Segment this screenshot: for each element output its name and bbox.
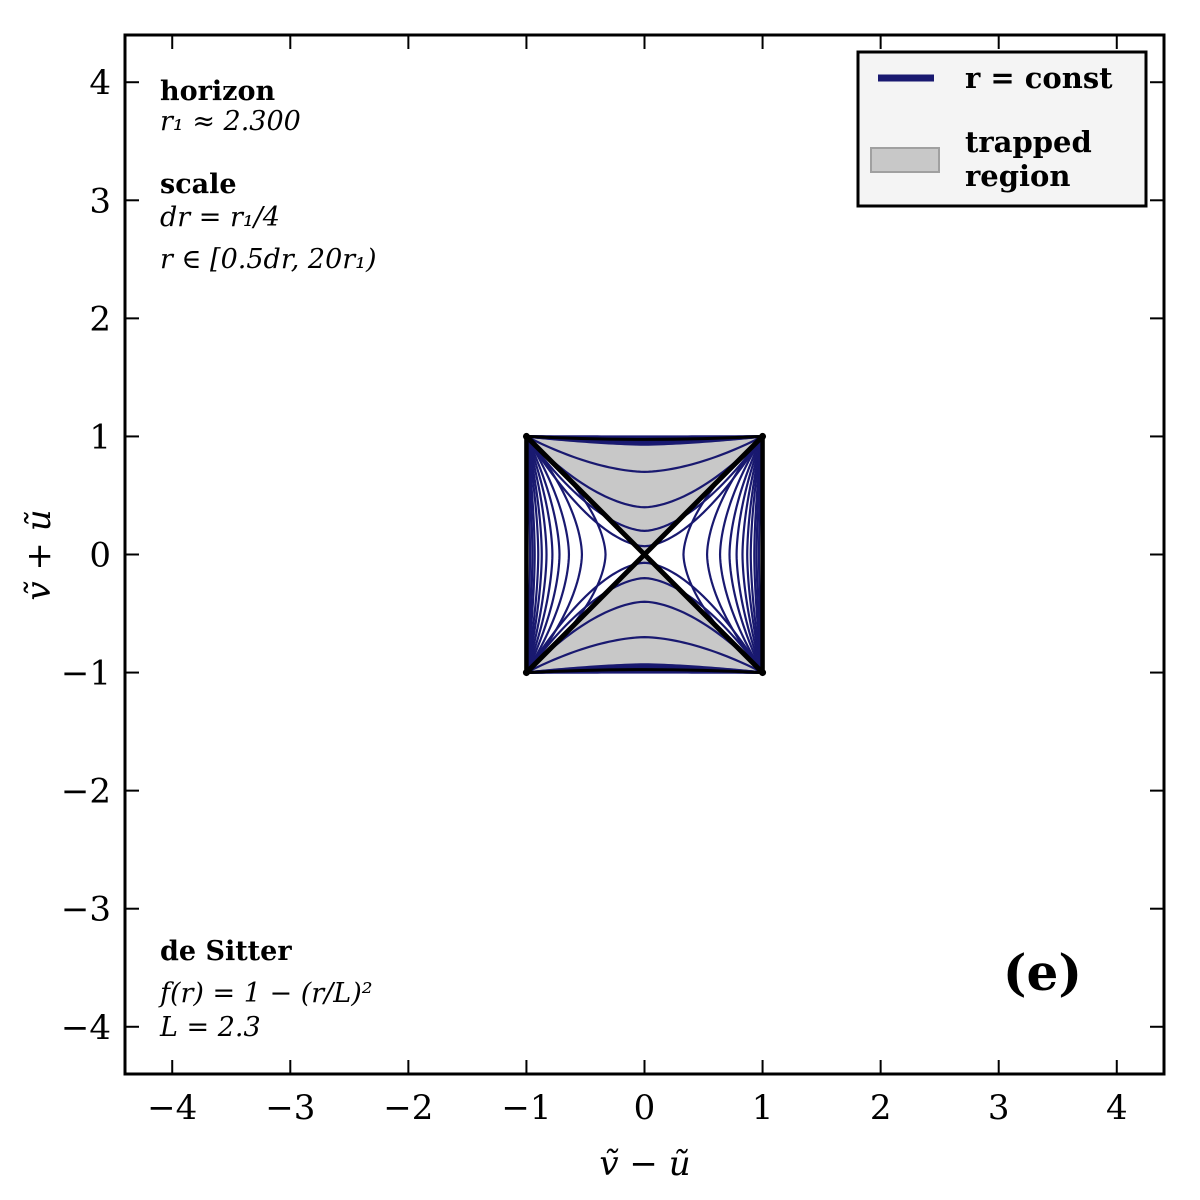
corner-marker-0: [522, 432, 530, 440]
legend-label-r-const: r = const: [965, 61, 1113, 95]
legend-label-region: region: [965, 159, 1070, 193]
x-tick-label-2: −2: [383, 1088, 433, 1128]
corner-marker-3: [522, 669, 530, 677]
scale-dr: dr = r₁/4: [160, 202, 280, 233]
horizon-title: horizon: [160, 76, 275, 107]
horizon-value: r₁ ≈ 2.300: [160, 106, 301, 137]
y-tick-label-3: −1: [61, 654, 111, 694]
legend: r = const trapped region: [856, 50, 1148, 208]
legend-patch-swatch: [870, 147, 940, 173]
r-const-curve-right-8: [753, 436, 764, 673]
r-const-curve-right-5: [741, 436, 764, 673]
y-axis-label: ṽ + ũ: [19, 509, 59, 600]
r-const-curve-right-3: [728, 435, 764, 674]
x-tick-label-7: 3: [988, 1088, 1010, 1128]
legend-label-trapped: trapped: [965, 125, 1092, 159]
corner-marker-1: [759, 432, 767, 440]
scale-range: r ∈ [0.5dr, 20r₁): [160, 244, 377, 275]
scale-title: scale: [160, 169, 237, 200]
plot-content: [522, 432, 767, 677]
r-const-curve-top-0: [525, 435, 764, 548]
r-const-curve-bottom-3: [525, 636, 764, 674]
x-axis-label: ṽ − ũ: [599, 1144, 690, 1184]
r-const-curve-bottom-0: [525, 561, 764, 674]
trapped-region-1: [526, 554, 763, 673]
y-tick-label-2: −2: [61, 772, 111, 812]
r-const-curve-right-6: [746, 436, 764, 673]
x-tick-label-5: 1: [752, 1088, 774, 1128]
r-const-edge-bottom-11: [526, 663, 763, 674]
r-const-curve-right-7: [749, 436, 764, 673]
y-tick-label-0: −4: [61, 1008, 111, 1048]
boundary-bottom: [526, 668, 763, 675]
x-tick-label-1: −3: [265, 1088, 315, 1128]
x-tick-label-3: −1: [501, 1088, 551, 1128]
axis-ticks: [125, 35, 1164, 1074]
model-L: L = 2.3: [159, 1012, 261, 1043]
r-const-curve-left-8: [525, 436, 536, 673]
trapped-region-0: [526, 436, 763, 555]
r-const-curve-bottom-2: [525, 600, 764, 674]
r-const-curve-top-3: [525, 435, 764, 473]
x-tick-label-8: 4: [1106, 1088, 1128, 1128]
y-tick-label-1: −3: [61, 890, 111, 930]
y-tick-label-8: 4: [89, 63, 111, 103]
r-const-curve-left-7: [525, 436, 540, 673]
x-tick-label-6: 2: [870, 1088, 892, 1128]
model-f: f(r) = 1 − (r/L)²: [158, 978, 373, 1009]
y-tick-label-6: 2: [89, 299, 111, 339]
r-const-curve-bottom-1: [525, 577, 764, 674]
r-const-curve-left-3: [525, 435, 561, 674]
model-title: de Sitter: [160, 936, 292, 967]
r-const-curve-left-4: [525, 436, 554, 673]
r-const-curve-right-2: [718, 435, 764, 674]
r-const-edge-top-11: [526, 435, 763, 446]
horizon-line-1: [524, 434, 765, 675]
y-tick-label-4: 0: [89, 536, 111, 576]
r-const-curve-left-5: [525, 436, 548, 673]
boundary-top: [526, 434, 763, 441]
r-const-curve-top-1: [525, 435, 764, 532]
x-tick-label-4: 0: [634, 1088, 656, 1128]
r-const-curve-right-9: [755, 436, 764, 673]
r-const-curve-left-2: [525, 435, 571, 674]
x-tick-label-0: −4: [147, 1088, 197, 1128]
r-const-curve-right-4: [735, 436, 764, 673]
panel-label: (e): [1003, 943, 1082, 1002]
tick-labels: −4 −3 −2 −1 0 1 2 3 4 −4 −3 −2 −1 0 1 2 3 4: [61, 63, 1128, 1128]
r-const-curve-left-9: [525, 436, 534, 673]
corner-marker-2: [759, 669, 767, 677]
y-tick-label-5: 1: [89, 417, 111, 457]
r-const-curve-left-6: [525, 436, 543, 673]
plot-frame: [123, 33, 1166, 1076]
r-const-curve-top-2: [525, 435, 764, 509]
y-tick-label-7: 3: [89, 181, 111, 221]
